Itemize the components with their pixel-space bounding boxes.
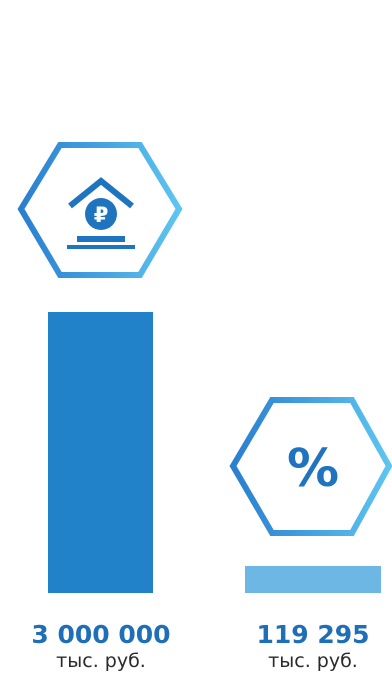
hexagon-frame (17, 142, 183, 278)
ruble-sign: ₽ (94, 203, 109, 227)
house-ruble-icon: ₽ (17, 142, 183, 278)
roof-shape (68, 177, 134, 209)
base-line-bottom (67, 245, 135, 249)
bar-value-label-deposit: 3 000 000 (31, 620, 170, 649)
bar-value-label-interest: 119 295 (256, 620, 369, 649)
percent-icon: % (229, 397, 392, 536)
bar-deposit (48, 312, 153, 593)
percent-sign: % (287, 439, 339, 499)
unit-label-interest: тыс. руб. (268, 650, 358, 672)
coin-shape (85, 198, 117, 230)
hexagon-frame (229, 397, 392, 536)
unit-label-deposit: тыс. руб. (56, 650, 146, 672)
bar-interest (245, 566, 381, 593)
base-line-top (77, 236, 125, 242)
